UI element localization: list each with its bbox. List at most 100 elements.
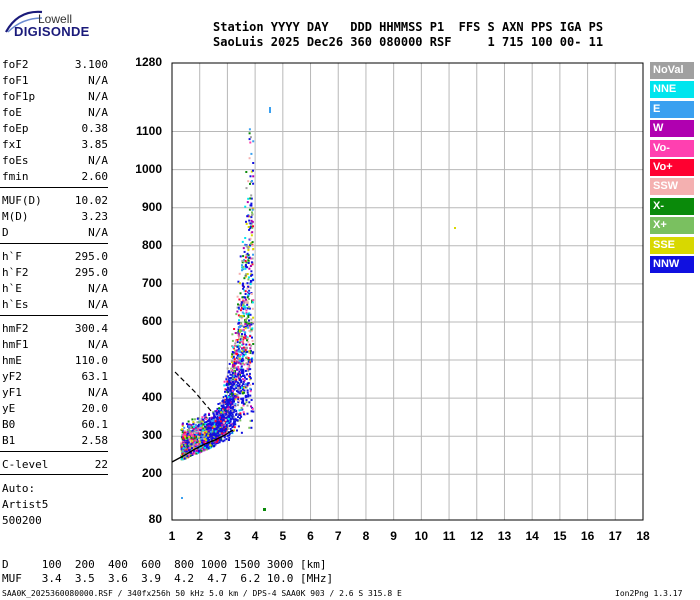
echo-point <box>189 443 192 445</box>
echo-point <box>198 438 201 441</box>
echo-point <box>228 422 231 425</box>
echo-point <box>229 387 232 390</box>
echo-point <box>226 382 229 385</box>
echo-point <box>182 439 185 441</box>
echo-point <box>197 445 200 448</box>
echo-point <box>184 445 187 448</box>
echo-point <box>204 430 207 433</box>
echo-point <box>219 417 222 420</box>
echo-point <box>201 436 204 439</box>
echo-point <box>188 451 191 454</box>
echo-point <box>231 377 234 380</box>
echo-point <box>246 346 248 349</box>
echo-point <box>249 197 252 200</box>
echo-point <box>228 425 231 428</box>
echo-point <box>219 438 222 440</box>
echo-point <box>197 417 200 419</box>
echo-point <box>231 378 234 380</box>
echo-point <box>185 452 188 455</box>
param-row: foF1p N/A <box>2 90 108 106</box>
echo-point <box>243 307 246 310</box>
echo-point <box>186 432 189 435</box>
echo-point <box>241 315 244 318</box>
echo-point <box>231 357 234 360</box>
echo-point <box>227 416 230 419</box>
echo-point <box>248 132 251 135</box>
echo-point <box>206 438 209 441</box>
echo-point <box>231 415 234 418</box>
echo-point <box>206 444 209 447</box>
echo-point <box>183 450 186 453</box>
echo-point <box>200 442 203 445</box>
echo-point <box>214 417 217 419</box>
echo-point <box>198 438 201 441</box>
echo-point <box>213 426 215 428</box>
echo-point <box>234 404 237 407</box>
echo-point <box>191 418 194 421</box>
echo-point <box>216 433 219 436</box>
echo-point <box>204 415 207 418</box>
echo-point <box>241 347 243 350</box>
echo-point <box>241 386 243 389</box>
echo-point <box>241 338 244 341</box>
echo-point <box>191 433 193 436</box>
echo-point <box>186 429 189 432</box>
echo-point <box>188 448 191 450</box>
echo-point <box>229 388 232 391</box>
echo-point <box>233 362 236 365</box>
echo-point <box>232 367 235 370</box>
echo-point <box>191 433 194 436</box>
echo-point <box>223 428 226 431</box>
echo-point <box>240 335 243 338</box>
echo-point <box>231 390 234 393</box>
echo-point <box>206 436 209 439</box>
echo-point <box>212 424 215 427</box>
echo-point <box>181 438 184 441</box>
echo-point <box>235 384 238 387</box>
echo-point <box>205 426 208 429</box>
echo-point <box>193 442 196 445</box>
echo-point <box>185 447 188 450</box>
echo-point <box>238 379 241 381</box>
echo-point <box>189 447 192 450</box>
echo-point <box>212 434 215 437</box>
echo-point <box>248 256 251 259</box>
echo-point <box>211 430 214 433</box>
echo-point <box>181 437 184 439</box>
echo-point <box>199 440 202 443</box>
echo-point <box>180 429 183 431</box>
echo-point <box>236 353 238 355</box>
echo-point <box>226 419 229 422</box>
echo-point <box>242 346 245 349</box>
echo-point <box>251 336 253 339</box>
echo-point <box>238 272 241 275</box>
echo-point <box>218 438 221 441</box>
echo-point <box>195 443 198 446</box>
echo-point <box>197 435 199 438</box>
echo-point <box>246 215 249 218</box>
echo-point <box>242 296 245 298</box>
echo-point <box>194 434 197 437</box>
echo-point <box>197 452 200 454</box>
echo-point <box>237 331 239 334</box>
echo-point <box>208 444 211 447</box>
echo-point <box>193 435 196 438</box>
echo-point <box>247 395 250 398</box>
echo-point <box>238 354 241 357</box>
echo-point <box>207 440 210 443</box>
echo-point <box>192 428 195 430</box>
echo-point <box>190 445 193 448</box>
echo-point <box>222 425 225 428</box>
echo-point <box>181 444 183 447</box>
echo-point <box>247 293 250 296</box>
echo-point <box>232 347 235 350</box>
echo-point <box>211 435 214 438</box>
echo-point <box>228 395 231 398</box>
echo-point <box>228 399 231 402</box>
echo-point <box>204 426 207 429</box>
echo-point <box>222 401 225 404</box>
echo-point <box>229 389 232 392</box>
echo-point <box>196 436 199 439</box>
echo-point <box>206 446 208 449</box>
echo-point <box>251 327 254 330</box>
